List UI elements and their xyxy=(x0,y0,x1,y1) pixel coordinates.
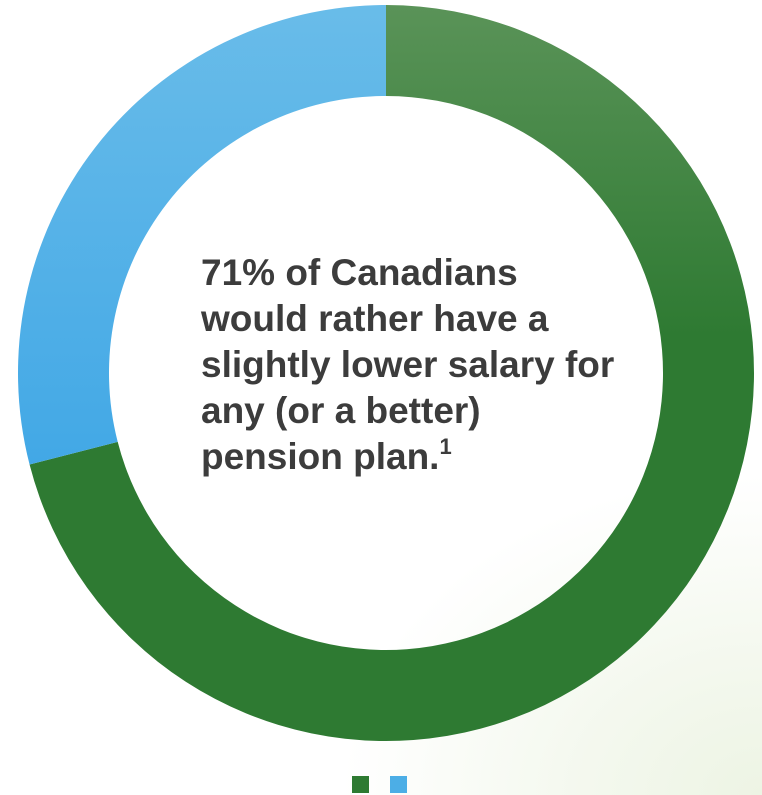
center-text-main: 71% of Canadians would rather have a sli… xyxy=(201,252,615,477)
donut-slice-blue xyxy=(17,5,386,465)
donut-slices xyxy=(17,5,754,742)
center-text: 71% of Canadians would rather have a sli… xyxy=(201,250,621,480)
legend-swatch-green xyxy=(352,776,369,793)
legend xyxy=(352,776,407,793)
legend-swatch-blue xyxy=(390,776,407,793)
footnote-marker: 1 xyxy=(439,433,452,459)
